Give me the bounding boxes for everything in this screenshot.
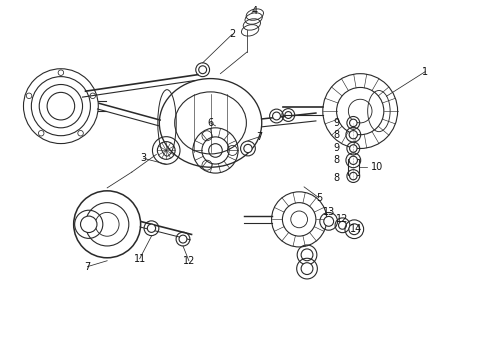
Text: 11: 11 [134, 254, 146, 264]
Text: 8: 8 [333, 173, 340, 183]
Circle shape [38, 130, 44, 136]
Circle shape [179, 235, 187, 243]
Circle shape [349, 156, 357, 165]
Text: 4: 4 [252, 6, 258, 15]
Text: 8: 8 [333, 130, 340, 140]
Circle shape [58, 70, 64, 76]
Circle shape [301, 249, 313, 261]
Text: 3: 3 [141, 153, 147, 163]
Circle shape [80, 216, 97, 233]
Circle shape [285, 112, 292, 118]
Text: 2: 2 [229, 29, 235, 39]
Text: 12: 12 [336, 215, 349, 224]
Text: 10: 10 [371, 162, 383, 172]
Circle shape [199, 66, 207, 74]
Circle shape [349, 145, 357, 152]
Text: 13: 13 [322, 207, 335, 216]
Circle shape [244, 144, 252, 153]
Circle shape [78, 130, 83, 136]
Text: 9: 9 [333, 144, 340, 153]
Text: 12: 12 [183, 256, 195, 266]
Text: 7: 7 [84, 262, 91, 272]
Text: 5: 5 [316, 193, 322, 203]
Text: 14: 14 [350, 224, 363, 234]
Circle shape [301, 263, 313, 275]
Circle shape [349, 119, 357, 127]
Circle shape [272, 112, 280, 120]
Text: 8: 8 [333, 155, 340, 165]
Bar [348, 159, 359, 175]
Circle shape [349, 131, 357, 139]
Circle shape [147, 224, 156, 232]
Circle shape [339, 221, 346, 229]
Circle shape [349, 172, 357, 180]
Text: 6: 6 [207, 118, 214, 128]
Circle shape [324, 216, 334, 226]
Circle shape [349, 224, 360, 235]
Text: 1: 1 [422, 67, 428, 77]
Circle shape [26, 93, 32, 99]
Text: 9: 9 [333, 118, 340, 128]
Text: 7: 7 [257, 132, 263, 142]
Circle shape [90, 93, 96, 99]
